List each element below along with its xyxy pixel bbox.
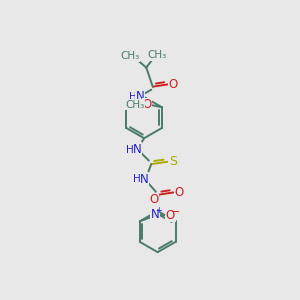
Text: N: N: [133, 143, 141, 156]
Text: CH₃: CH₃: [148, 50, 167, 60]
Text: O: O: [174, 186, 184, 199]
Text: H: H: [133, 174, 140, 184]
Text: N: N: [135, 90, 144, 103]
Text: O: O: [166, 209, 175, 222]
Text: H: H: [129, 92, 136, 102]
Text: N: N: [140, 173, 148, 186]
Text: CH₃: CH₃: [121, 51, 140, 62]
Text: O: O: [169, 78, 178, 91]
Text: O: O: [142, 98, 152, 111]
Text: N: N: [151, 208, 160, 221]
Text: H: H: [125, 145, 133, 155]
Text: −: −: [170, 207, 180, 217]
Text: +: +: [155, 206, 162, 215]
Text: S: S: [169, 155, 177, 168]
Text: CH₃: CH₃: [125, 100, 145, 110]
Text: O: O: [149, 193, 159, 206]
